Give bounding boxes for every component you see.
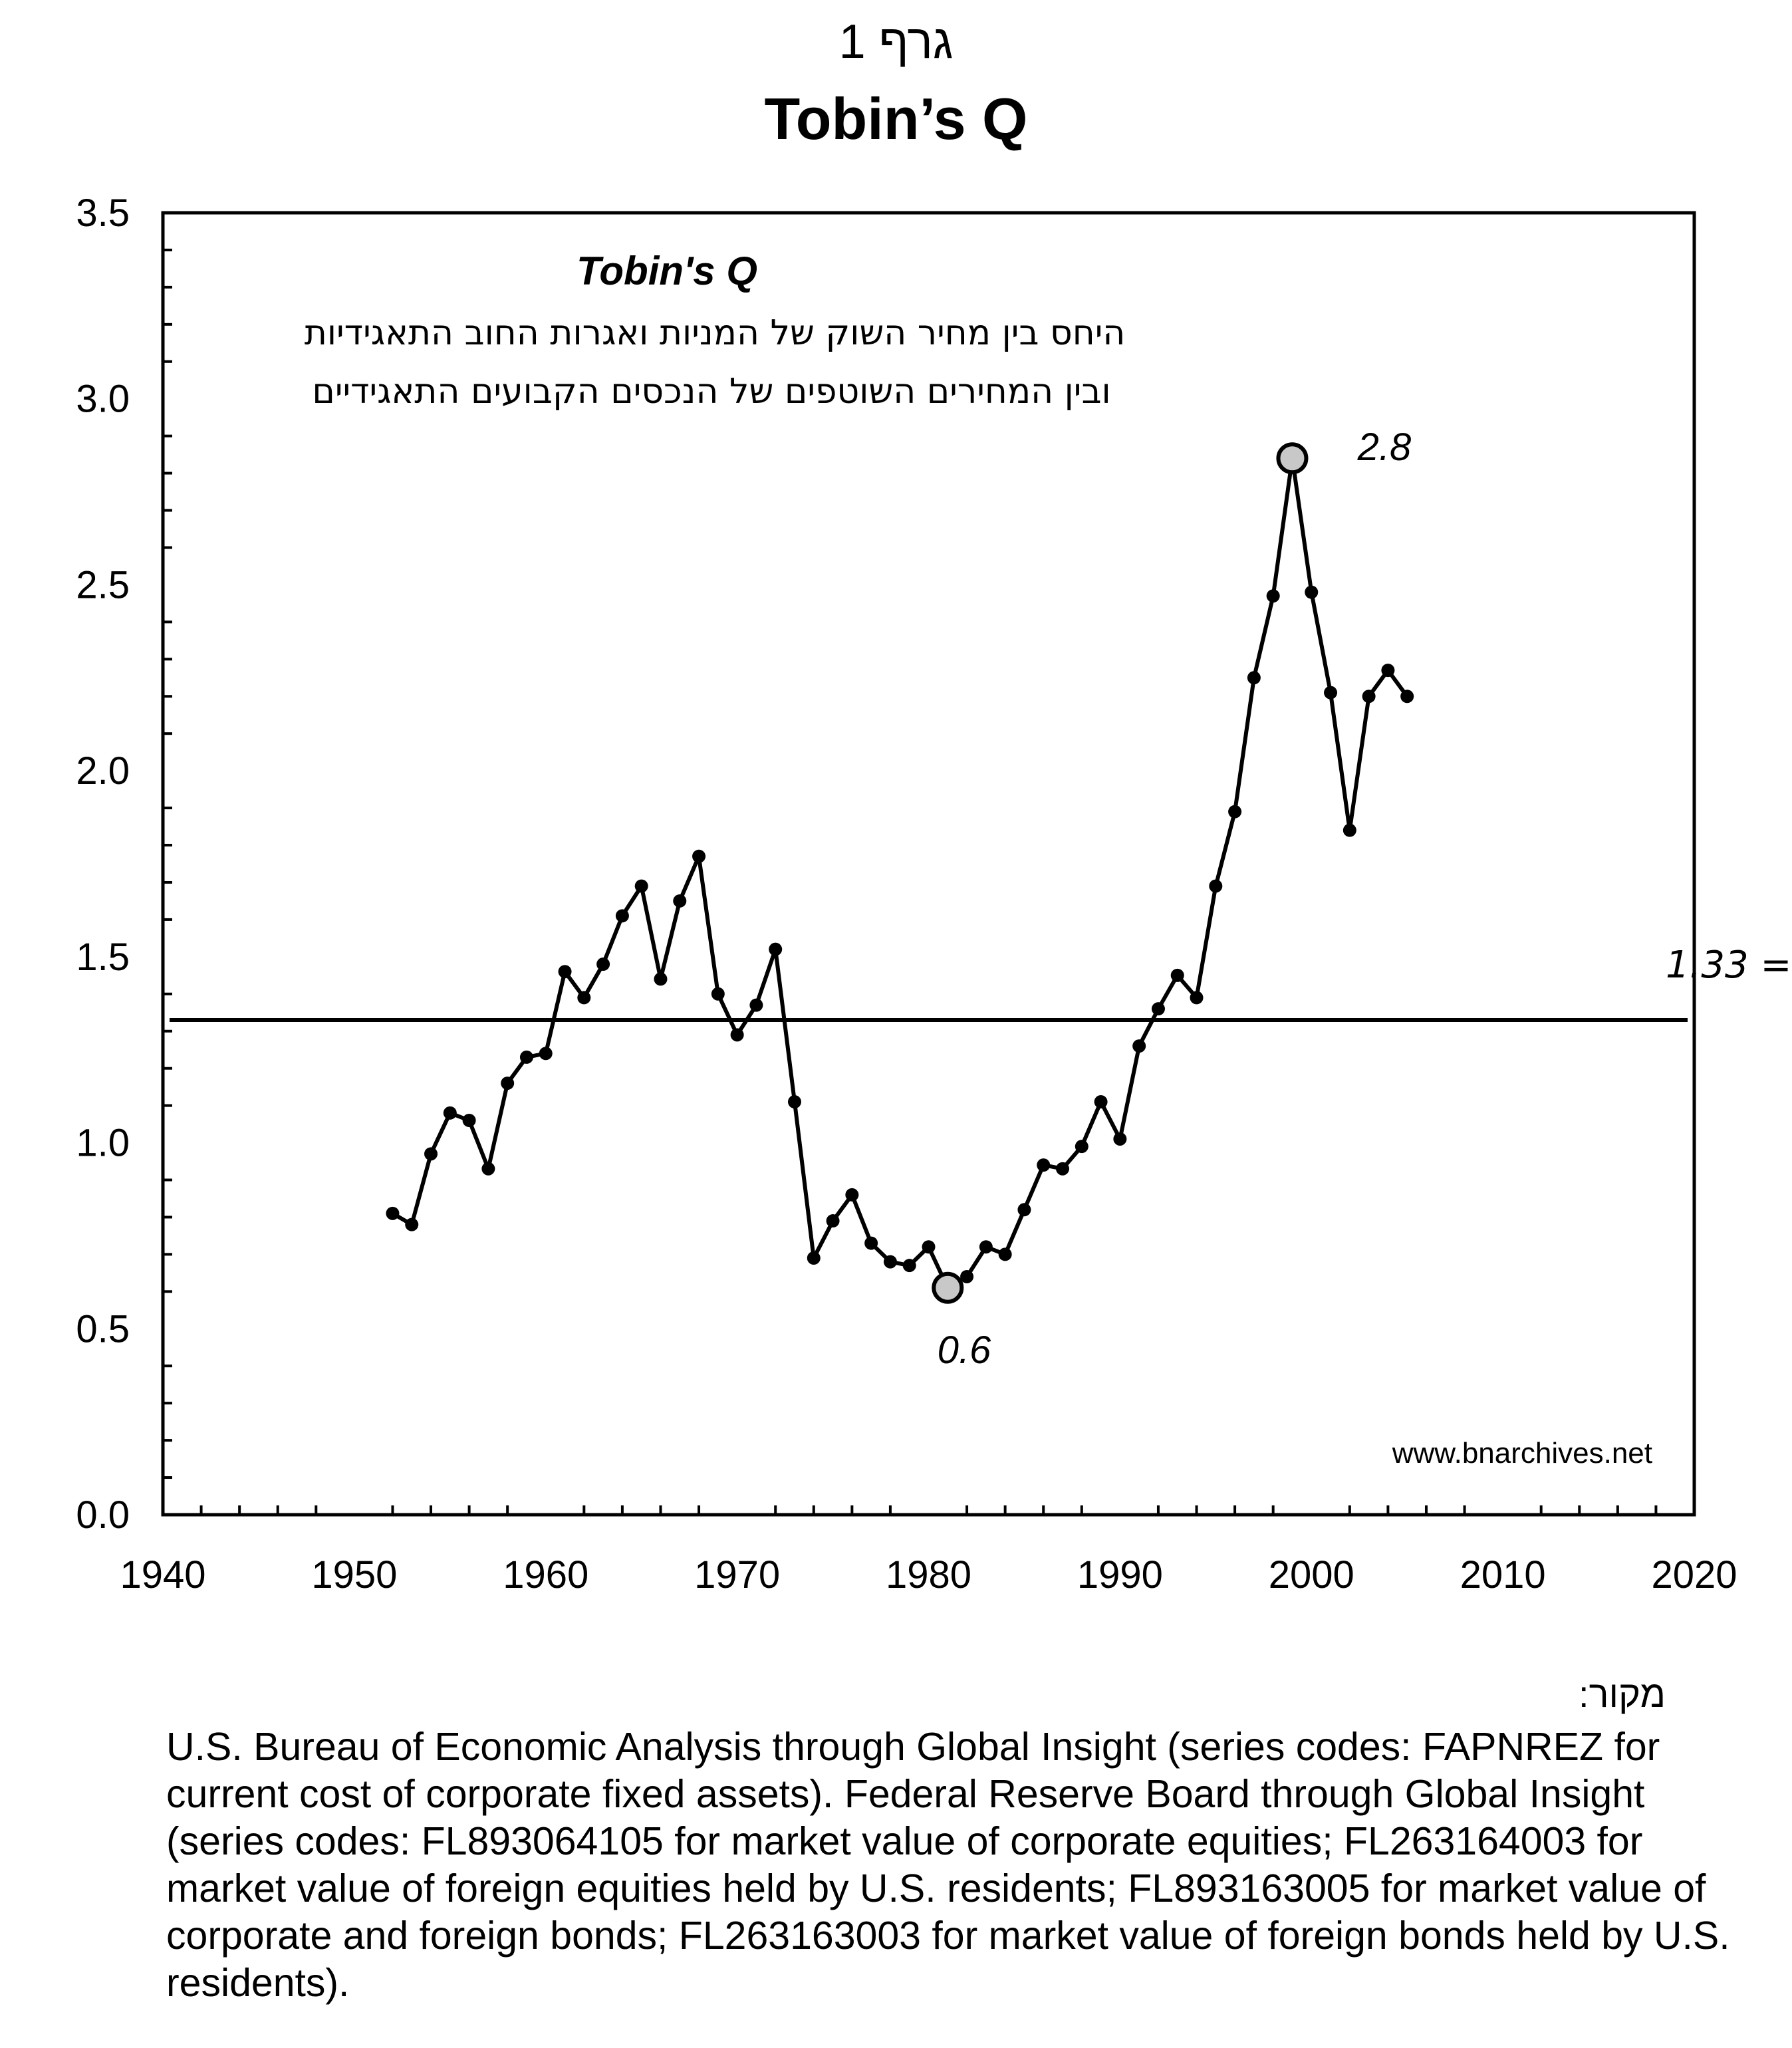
data-point <box>1113 1132 1127 1146</box>
x-tick-label: 1940 <box>120 1553 205 1597</box>
series-line <box>391 456 1409 1290</box>
data-point <box>501 1077 515 1090</box>
data-point <box>1305 585 1319 599</box>
watermark: www.bnarchives.net <box>1392 1437 1652 1470</box>
data-point <box>1132 1039 1146 1053</box>
y-tick-label: 0.0 <box>76 1493 130 1537</box>
y-tick-label: 3.5 <box>76 192 130 235</box>
data-point <box>711 987 725 1001</box>
data-point <box>443 1106 457 1120</box>
data-point <box>519 1050 533 1064</box>
data-point <box>558 965 572 979</box>
data-point <box>902 1259 916 1273</box>
data-point <box>1247 671 1261 685</box>
highlight-points <box>932 442 1309 1304</box>
trough-value-label: 0.6 <box>938 1329 991 1372</box>
data-point <box>424 1147 438 1161</box>
source-text: U.S. Bureau of Economic Analysis through… <box>166 1725 1730 2005</box>
data-point <box>654 972 668 986</box>
annotation-box-title: Tobin's Q <box>576 249 757 293</box>
y-tick-label: 1.5 <box>76 936 130 979</box>
data-point <box>577 991 591 1005</box>
data-point <box>692 849 706 863</box>
source-label: מקור: <box>1579 1673 1666 1715</box>
data-point <box>615 909 629 923</box>
y-axis-labels: 0.0 0.5 1.0 1.5 2.0 2.5 3.0 3.5 <box>76 192 130 1537</box>
data-point <box>539 1047 553 1061</box>
annotation-box-line1: היחס בין מחיר השוק של המניות ואגרות החוב… <box>305 313 1126 353</box>
y-tick-label: 2.0 <box>76 749 130 793</box>
x-tick-label: 1950 <box>311 1553 397 1597</box>
data-point <box>1228 805 1242 819</box>
data-point <box>1017 1203 1031 1217</box>
x-tick-label: 1970 <box>694 1553 780 1597</box>
data-point <box>634 879 648 893</box>
data-point <box>462 1114 476 1128</box>
annotation-box-line2: ובין המחירים השוטפים של הנכסים הקבועים ה… <box>312 372 1110 412</box>
y-tick-label: 1.0 <box>76 1122 130 1165</box>
data-point <box>769 942 783 956</box>
data-point <box>807 1251 821 1265</box>
data-point <box>864 1236 878 1250</box>
y-tick-label: 2.5 <box>76 563 130 606</box>
data-points <box>386 451 1414 1295</box>
highlight-point <box>1276 442 1309 475</box>
plot-frame <box>161 211 1696 1517</box>
data-point <box>979 1240 993 1254</box>
data-point <box>1266 589 1280 603</box>
data-point <box>826 1214 840 1228</box>
data-point <box>845 1188 859 1202</box>
x-tick-label: 2010 <box>1460 1553 1546 1597</box>
peak-value-label: 2.8 <box>1357 426 1412 469</box>
data-point <box>1324 686 1338 700</box>
data-point <box>1094 1095 1108 1109</box>
chart-title: Tobin’s Q <box>764 86 1028 152</box>
data-point <box>998 1247 1012 1261</box>
data-point <box>386 1206 400 1220</box>
data-point <box>1343 823 1356 837</box>
data-point <box>1400 690 1414 704</box>
highlight-point <box>932 1271 964 1304</box>
y-tick-label: 0.5 <box>76 1307 130 1350</box>
data-point <box>405 1217 419 1231</box>
y-tick-label: 3.0 <box>76 378 130 421</box>
data-point <box>1381 664 1395 678</box>
x-tick-label: 2000 <box>1269 1553 1354 1597</box>
data-point <box>1056 1162 1070 1176</box>
data-point <box>1170 968 1184 982</box>
average-label: ממוצע = 1.33 <box>1666 944 1792 987</box>
x-tick-label: 1960 <box>503 1553 588 1597</box>
data-point <box>922 1240 936 1254</box>
data-point <box>1037 1158 1051 1172</box>
data-point <box>1151 1002 1165 1016</box>
data-point <box>787 1095 801 1109</box>
data-point <box>1190 991 1204 1005</box>
x-tick-label: 2020 <box>1651 1553 1737 1597</box>
data-point <box>1209 879 1223 893</box>
line-chart: 0.0 0.5 1.0 1.5 2.0 2.5 3.0 3.5 1940 1950 1960 197… <box>76 192 1792 1597</box>
chart-title-hebrew: גרף 1 <box>838 15 954 68</box>
x-tick-label: 1990 <box>1077 1553 1163 1597</box>
data-point <box>883 1255 897 1269</box>
x-axis-labels: 1940 1950 1960 1970 1980 1990 2000 2010 2020 <box>120 1553 1737 1597</box>
data-point <box>1075 1140 1088 1154</box>
data-point <box>596 958 610 971</box>
data-point <box>1362 690 1376 704</box>
x-tick-label: 1980 <box>886 1553 971 1597</box>
data-point <box>481 1162 495 1176</box>
data-point <box>730 1028 744 1042</box>
data-point <box>749 998 763 1012</box>
data-point <box>673 894 687 908</box>
data-point <box>960 1269 974 1283</box>
